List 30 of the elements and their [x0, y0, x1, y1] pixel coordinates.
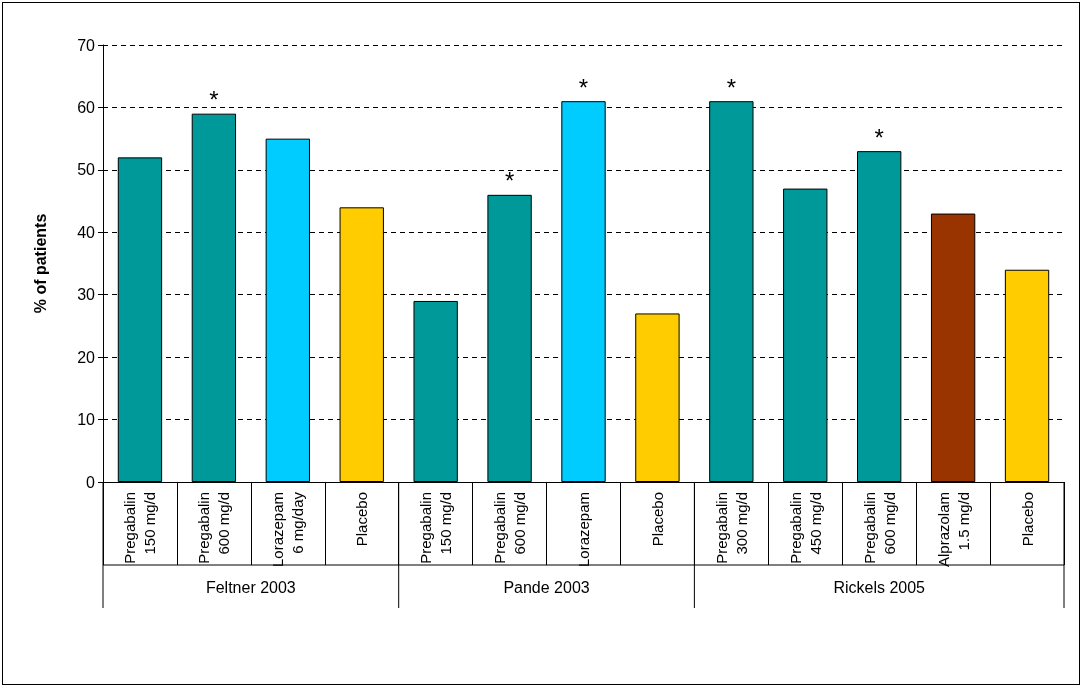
x-tick-label: Placebo — [648, 492, 666, 547]
text: Rickels 2005 — [833, 578, 926, 596]
text: Pande 2003 — [503, 578, 590, 596]
x-tick-label: Alprazolam 1.5 mg/d — [934, 492, 972, 568]
data-label: * — [209, 86, 219, 114]
x-tick-label: Lorazepam — [575, 492, 592, 568]
y-tick-label: 40 — [77, 223, 96, 241]
y-tick-label: 50 — [77, 161, 96, 179]
y-tick-label: 60 — [77, 98, 96, 116]
data-label: * — [726, 73, 737, 101]
x-tick-label: Pregabalin 150 mg/d — [121, 492, 159, 564]
x-tick-label: Pregabalin 450 mg/d — [786, 492, 824, 564]
data-label: * — [504, 167, 515, 195]
y-tick-label: 70 — [77, 36, 96, 54]
text: Feltner 2003 — [205, 578, 296, 596]
y-tick-label: 0 — [86, 473, 96, 491]
x-tick-label: Placebo — [1018, 492, 1036, 547]
x-tick-label: Pregabalin 600 mg/d — [860, 492, 898, 564]
y-tick-label: 10 — [77, 411, 96, 429]
x-tick-label: Placebo — [353, 492, 371, 547]
y-axis-title: % of patients — [31, 213, 49, 314]
y-tick-label: 30 — [77, 286, 96, 304]
y-tick-label: 20 — [77, 348, 96, 366]
x-tick-label: Pregabalin 300 mg/d — [712, 492, 750, 564]
data-label: * — [578, 73, 589, 101]
x-tick-label: Pregabalin 600 mg/d — [195, 492, 233, 564]
x-tick-label: Lorazepam 6 mg/day — [269, 491, 307, 568]
x-tick-label: Pregabalin 600 mg/d — [491, 492, 529, 564]
x-tick-label: Pregabalin 150 mg/d — [417, 492, 455, 564]
data-label: * — [874, 123, 884, 151]
